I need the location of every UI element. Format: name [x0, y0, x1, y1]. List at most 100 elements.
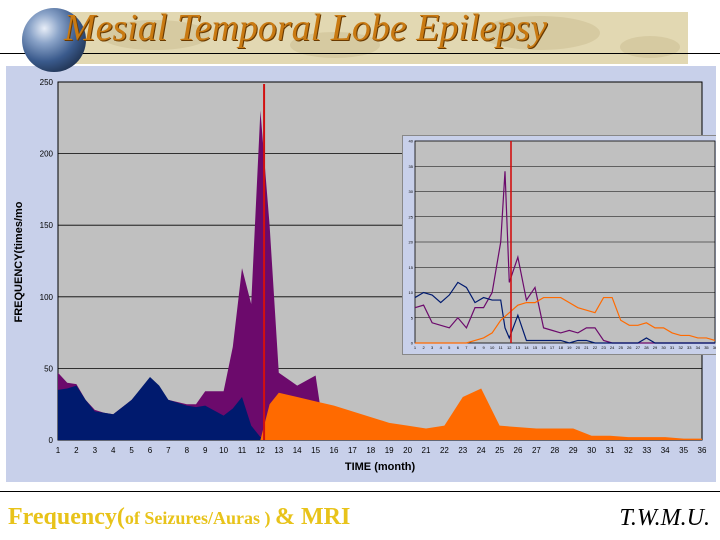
- inset-x-tick-label: 20: [576, 345, 581, 350]
- x-tick-label: 20: [403, 446, 412, 455]
- inset-x-tick-label: 35: [704, 345, 709, 350]
- x-tick-label: 5: [129, 446, 134, 455]
- footer-part2: of Seizures/Auras ): [124, 508, 276, 528]
- inset-x-tick-label: 13: [516, 345, 521, 350]
- inset-x-tick-label: 34: [696, 345, 701, 350]
- inset-x-tick-label: 1: [414, 345, 417, 350]
- bottom-divider: [0, 491, 720, 492]
- x-tick-label: 22: [440, 446, 449, 455]
- x-tick-label: 34: [661, 446, 670, 455]
- y-tick-label: 150: [40, 221, 54, 230]
- inset-y-tick-label: 15: [409, 265, 414, 270]
- y-tick-label: 50: [44, 364, 53, 373]
- x-tick-label: 35: [679, 446, 688, 455]
- y-tick-label: 0: [49, 436, 54, 445]
- x-tick-label: 27: [532, 446, 541, 455]
- inset-x-tick-label: 36: [713, 345, 716, 350]
- mri-series-area: [260, 388, 702, 440]
- inset-x-tick-label: 27: [636, 345, 641, 350]
- inset-x-tick-label: 4: [440, 345, 443, 350]
- y-tick-label: 200: [40, 150, 54, 159]
- inset-seizure-series-line: [414, 171, 715, 344]
- credit-text: T.W.M.U.: [619, 505, 710, 531]
- x-tick-label: 12: [256, 446, 265, 455]
- inset-x-tick-label: 32: [678, 345, 683, 350]
- x-tick-label: 36: [698, 446, 707, 455]
- inset-x-tick-label: 6: [457, 345, 460, 350]
- inset-x-tick-label: 24: [610, 345, 615, 350]
- x-tick-label: 1: [56, 446, 61, 455]
- globe-logo: [22, 8, 86, 72]
- y-tick-label: 250: [40, 78, 54, 87]
- inset-x-tick-label: 7: [465, 345, 468, 350]
- inset-x-tick-label: 15: [533, 345, 538, 350]
- inset-y-tick-label: 0: [411, 341, 414, 346]
- inset-x-tick-label: 19: [567, 345, 572, 350]
- inset-x-tick-label: 11: [499, 345, 504, 350]
- x-tick-label: 7: [166, 446, 171, 455]
- x-tick-label: 28: [550, 446, 559, 455]
- x-tick-label: 4: [111, 446, 116, 455]
- inset-y-tick-label: 20: [409, 240, 414, 245]
- inset-x-tick-label: 5: [448, 345, 451, 350]
- inset-x-tick-label: 29: [653, 345, 658, 350]
- x-tick-label: 30: [587, 446, 596, 455]
- inset-mri-series-line: [415, 296, 716, 344]
- inset-x-tick-label: 14: [524, 345, 529, 350]
- inset-x-tick-label: 21: [584, 345, 589, 350]
- inset-x-tick-label: 23: [601, 345, 606, 350]
- chart-panel: 0 50 100 150 200 250 1 2 3 4 5 6 7 8 9 10 11 12 13 14 15 16 17…: [6, 66, 716, 482]
- inset-y-tick-label: 35: [409, 164, 414, 169]
- x-tick-label: 14: [293, 446, 302, 455]
- x-tick-label: 8: [185, 446, 190, 455]
- inset-y-tick-label: 10: [409, 290, 414, 295]
- y-axis-title: FREQUENCY(times/mo: [13, 201, 25, 322]
- x-tick-label: 24: [477, 446, 486, 455]
- x-tick-label: 19: [385, 446, 394, 455]
- x-tick-label: 23: [458, 446, 467, 455]
- x-tick-label: 18: [366, 446, 375, 455]
- inset-x-tick-label: 33: [687, 345, 692, 350]
- inset-x-tick-label: 16: [541, 345, 546, 350]
- x-tick-label: 31: [606, 446, 615, 455]
- inset-x-tick-label: 30: [661, 345, 666, 350]
- x-tick-label: 26: [514, 446, 523, 455]
- x-tick-label: 15: [311, 446, 320, 455]
- inset-x-tick-label: 26: [627, 345, 632, 350]
- inset-x-tick-label: 25: [618, 345, 623, 350]
- footer-caption: Frequency(of Seizures/Auras ) & MRI: [8, 504, 350, 531]
- x-tick-label: 13: [274, 446, 283, 455]
- y-tick-label: 100: [40, 293, 54, 302]
- x-tick-label: 10: [219, 446, 228, 455]
- slide-title: Mesial Temporal Lobe Epilepsy: [64, 7, 548, 49]
- title-banner: [60, 12, 688, 64]
- footer-part1: Frequency(: [8, 504, 125, 530]
- inset-x-tick-label: 17: [550, 345, 555, 350]
- x-tick-label: 11: [238, 446, 247, 455]
- x-tick-label: 33: [642, 446, 651, 455]
- inset-x-tick-label: 31: [670, 345, 675, 350]
- inset-x-tick-label: 22: [593, 345, 598, 350]
- x-tick-label: 6: [148, 446, 153, 455]
- inset-y-tick-label: 40: [409, 139, 414, 144]
- inset-x-tick-label: 2: [422, 345, 425, 350]
- inset-x-tick-label: 8: [474, 345, 477, 350]
- inset-x-tick-label: 18: [558, 345, 563, 350]
- inset-y-tick-label: 5: [411, 315, 414, 320]
- x-tick-label: 25: [495, 446, 504, 455]
- inset-y-tick-label: 30: [409, 189, 414, 194]
- aura-series-area: [58, 376, 702, 440]
- x-tick-label: 17: [348, 446, 357, 455]
- inset-x-tick-label: 9: [482, 345, 485, 350]
- x-tick-label: 29: [569, 446, 578, 455]
- x-tick-label: 3: [93, 446, 98, 455]
- x-axis-title: TIME (month): [345, 461, 416, 473]
- top-divider: [0, 53, 720, 54]
- inset-x-tick-label: 10: [490, 345, 495, 350]
- inset-aura-series-line: [414, 281, 715, 344]
- inset-x-tick-label: 3: [431, 345, 434, 350]
- x-tick-label: 16: [330, 446, 339, 455]
- inset-y-tick-label: 25: [409, 214, 414, 219]
- footer-part3: & MRI: [275, 504, 351, 530]
